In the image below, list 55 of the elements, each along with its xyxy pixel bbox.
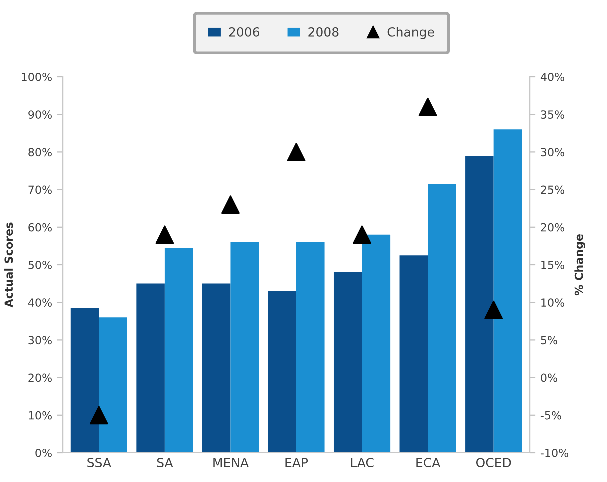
y2-axis-title: % Change [574,234,586,296]
x-tick-label: LAC [351,458,374,468]
legend-label: 2008 [308,27,339,37]
y-tick-label: 0% [36,448,52,458]
legend-label: Change [388,27,434,40]
y-tick-label: 80% [28,148,52,157]
bar [362,234,391,453]
bar [230,242,260,453]
y2-tick-label: 5% [541,336,558,345]
bar [99,318,128,453]
y2-tick-label: 30% [541,148,564,157]
y-tick-label: 20% [28,374,52,382]
y2-tick-label: -10% [540,448,569,458]
point [484,300,504,320]
point [287,143,306,162]
x-tick-label: OCED [476,458,512,468]
point [353,226,372,244]
y2-tick-label: 15% [542,260,564,270]
bar [296,242,325,453]
y-tick-label: 40% [28,298,52,307]
x-tick-label: SSA [88,458,112,468]
x-tick-label: EAP [286,458,308,468]
x-tick-label: SA [157,458,174,468]
legend-label: 2006 [229,27,260,37]
y2-tick-label: 40% [540,72,564,82]
y2-tick-label: 20% [541,223,564,232]
y2-tick-label: 35% [541,110,564,119]
bar [202,284,231,453]
bar [268,291,296,453]
bar [334,272,362,453]
bar [428,184,456,453]
y2-tick-label: 25% [541,186,564,194]
x-tick-label: ECA [416,458,441,468]
point [156,226,174,244]
bar [70,308,100,453]
y2-tick-label: -5% [540,411,562,420]
x-tick-label: MENA [214,458,249,468]
y-tick-label: 50% [28,260,52,270]
y-tick-label: 60% [28,223,52,232]
y-tick-label: 10% [29,411,52,420]
y-tick-label: 90% [28,110,52,119]
y-axis-title: Actual Scores [4,222,14,308]
point [222,196,240,214]
bar [164,248,194,453]
y-tick-label: 70% [28,186,52,194]
bar [466,156,494,453]
y2-tick-label: 0% [541,374,558,382]
bar [494,130,522,453]
y2-tick-label: 10% [542,298,564,307]
bar [136,284,165,453]
point [418,98,438,116]
y-tick-label: 30% [28,336,52,345]
y-tick-label: 100% [22,72,52,82]
point [90,406,108,425]
bar [400,256,428,453]
